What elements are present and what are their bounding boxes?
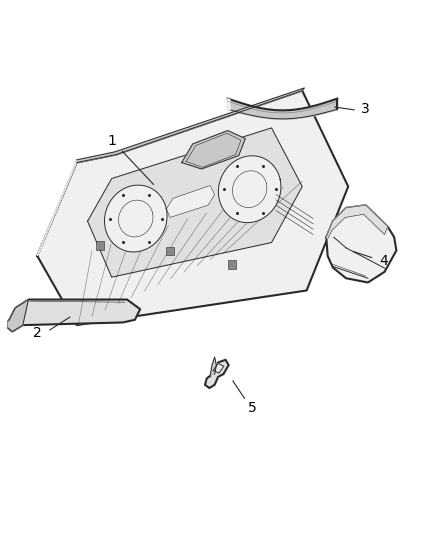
Bar: [96, 241, 104, 250]
Polygon shape: [37, 91, 348, 325]
Polygon shape: [205, 360, 229, 388]
Text: 3: 3: [361, 102, 370, 116]
Polygon shape: [210, 357, 216, 376]
Text: 1: 1: [107, 134, 116, 148]
Polygon shape: [37, 160, 77, 256]
Text: 2: 2: [33, 326, 42, 340]
Text: 4: 4: [379, 254, 388, 268]
Polygon shape: [88, 128, 302, 277]
Polygon shape: [166, 185, 215, 217]
Text: 5: 5: [247, 401, 256, 415]
Polygon shape: [105, 185, 167, 252]
Polygon shape: [8, 300, 28, 332]
Bar: [228, 260, 236, 269]
Polygon shape: [8, 300, 140, 332]
Bar: [166, 247, 174, 255]
Polygon shape: [182, 131, 245, 169]
Polygon shape: [326, 205, 388, 239]
Polygon shape: [77, 88, 304, 163]
Polygon shape: [219, 156, 281, 223]
Polygon shape: [326, 205, 396, 282]
Polygon shape: [213, 364, 224, 373]
Polygon shape: [228, 99, 230, 110]
